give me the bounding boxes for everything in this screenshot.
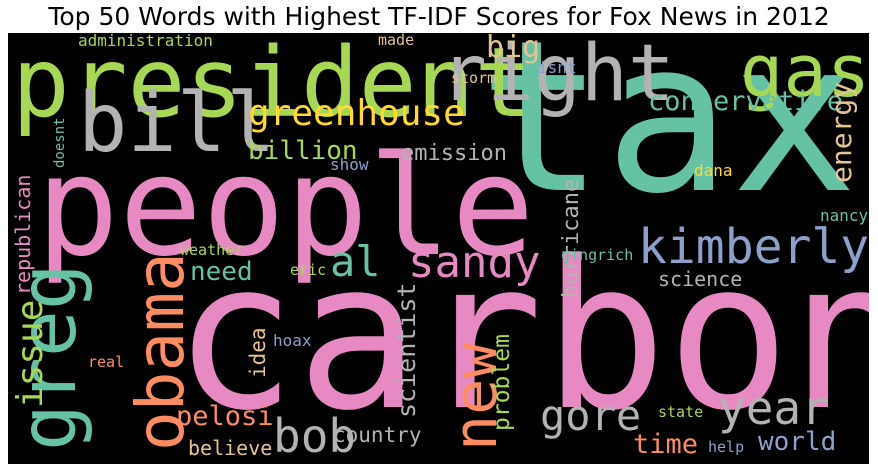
word-sandy: sandy [408,237,541,288]
word-republican: republican [11,174,35,295]
word-time: time [633,429,699,460]
word-show: show [330,155,369,174]
word-gas: gas [740,33,869,113]
word-kimberly: kimberly [638,219,869,275]
word-storm: storm [451,69,497,87]
word-nancy: nancy [820,206,869,225]
word-bill: bill [78,76,276,171]
word-weather: weather [180,241,244,259]
word-carbon: carbon [173,218,869,456]
word-made: made [378,33,415,49]
word-scientist: scientist [392,282,421,418]
word-conservative: conservative [648,86,844,117]
word-right: right [440,33,675,119]
word-hurricane: hurricane [559,178,584,298]
word-greenhouse: greenhouse [248,93,465,134]
word-cloud: tax carbon people president right bill gas greg… [8,33,869,464]
word-country: country [333,423,422,447]
word-pelosi: pelosi [176,401,274,432]
word-gore: gore [540,391,642,440]
word-isnt: isnt [538,58,577,77]
word-believe: believe [188,436,273,460]
word-state: state [658,403,704,421]
word-help: help [708,438,745,456]
word-dana: dana [694,161,733,180]
word-gingrich: gingrich [561,246,634,264]
word-science: science [658,267,743,291]
word-people: people [36,126,535,287]
word-doesnt: doesnt [52,117,68,168]
word-problem: problem [489,334,515,431]
word-president: president [12,33,533,139]
word-billion: billion [248,136,358,166]
word-energy: energy [825,81,858,183]
word-year: year [718,381,829,435]
word-big: big [486,33,541,65]
word-al: al [330,237,381,286]
word-need: need [190,257,253,287]
chart-title: Top 50 Words with Highest TF-IDF Scores … [48,2,830,31]
word-tax: tax [478,33,858,240]
word-administration: administration [78,33,213,50]
word-bob: bob [273,409,357,463]
word-world: world [758,427,837,457]
word-issue: issue [10,299,51,408]
word-idea: idea [246,327,270,378]
word-emission: emission [401,141,507,166]
word-eric: eric [290,261,327,279]
word-hoax: hoax [273,331,312,350]
word-real: real [88,353,125,371]
